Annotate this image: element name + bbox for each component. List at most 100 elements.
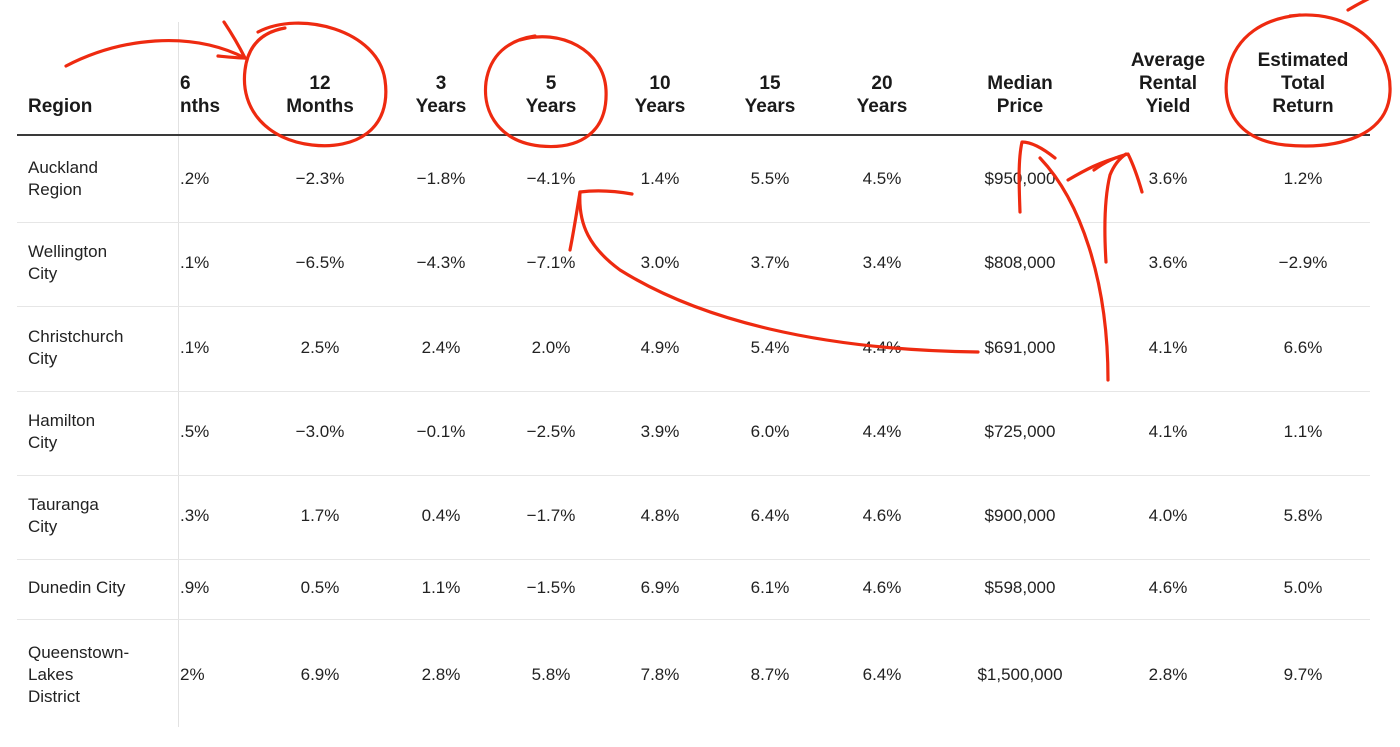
cell-region: Hamilton City	[28, 411, 96, 452]
cell-m6: .1%	[180, 253, 210, 272]
row-divider	[17, 619, 1370, 620]
column-header-y3: 3 Years	[415, 73, 467, 117]
cell-y3: 2.4%	[421, 337, 461, 357]
cell-m6: .3%	[180, 506, 210, 525]
cell-m12: −6.5%	[295, 253, 345, 272]
cell-y3: −0.1%	[416, 422, 466, 441]
cell-region: Dunedin City	[28, 578, 126, 597]
header-divider	[17, 134, 1370, 136]
cell-total: 1.1%	[1283, 422, 1323, 441]
cell-region: Auckland Region	[28, 158, 98, 199]
cell-y5: −4.1%	[526, 169, 576, 188]
cell-yield: 2.8%	[1148, 665, 1188, 684]
row-divider	[17, 391, 1370, 392]
cell-y5: −1.5%	[526, 578, 576, 597]
arrow-to-5-years-head	[568, 189, 634, 252]
cell-y10: 4.9%	[640, 337, 680, 357]
cell-y20: 4.6%	[862, 578, 902, 597]
cell-region: Wellington City	[28, 242, 108, 283]
cell-y3: 0.4%	[421, 506, 461, 525]
cell-total: 5.0%	[1283, 578, 1323, 597]
cell-y3: 1.1%	[421, 578, 461, 597]
cell-yield: 4.1%	[1148, 337, 1188, 357]
cell-y20: 4.6%	[862, 506, 902, 525]
column-header-median: Median Price	[987, 73, 1053, 117]
row-divider	[17, 559, 1370, 560]
cell-median: $598,000	[984, 578, 1056, 597]
column-header-y10: 10 Years	[634, 73, 686, 117]
cell-y5: −2.5%	[526, 422, 576, 441]
cell-y15: 6.1%	[750, 578, 790, 597]
column-header-y5: 5 Years	[525, 73, 577, 117]
column-header-m12: 12 Months	[286, 73, 354, 117]
cell-median: $808,000	[984, 253, 1056, 272]
cell-region: Queenstown- Lakes District	[28, 643, 130, 706]
cell-y5: 2.0%	[531, 337, 571, 357]
column-header-total: Estimated Total Return	[1257, 50, 1349, 117]
cell-y10: 6.9%	[640, 578, 680, 597]
cell-m12: 1.7%	[300, 506, 340, 525]
cell-median: $900,000	[984, 506, 1056, 525]
cell-y10: 4.8%	[640, 506, 680, 525]
cell-y20: 4.4%	[862, 422, 902, 441]
cell-y10: 3.9%	[640, 422, 680, 441]
cell-y5: −1.7%	[526, 506, 576, 525]
cell-total: 9.7%	[1283, 665, 1323, 684]
row-divider	[17, 222, 1370, 223]
cell-m6: .1%	[180, 337, 210, 357]
cell-y20: 6.4%	[862, 665, 902, 684]
cell-y3: 2.8%	[421, 665, 461, 684]
cell-total: −2.9%	[1278, 253, 1328, 272]
cell-median: $691,000	[984, 337, 1056, 357]
cell-y5: −7.1%	[526, 253, 576, 272]
cell-y15: 3.7%	[750, 253, 790, 272]
cell-m12: 0.5%	[300, 578, 340, 597]
cell-m12: −2.3%	[295, 169, 345, 188]
row-divider	[17, 306, 1370, 307]
column-header-m6: 6 nths	[180, 73, 221, 117]
arrow-to-12-months	[64, 38, 247, 68]
cell-y3: −1.8%	[416, 169, 466, 188]
cell-y10: 3.0%	[640, 253, 680, 272]
cell-m12: −3.0%	[295, 422, 345, 441]
arrow-to-12-months-head-top	[222, 20, 247, 60]
cell-y3: −4.3%	[416, 253, 466, 272]
column-header-region: Region	[28, 96, 93, 117]
cell-y20: 4.4%	[862, 337, 902, 357]
cell-median: $950,000	[984, 169, 1056, 188]
cell-y10: 7.8%	[640, 665, 680, 684]
circle-tail	[1346, 0, 1370, 12]
cell-m6: .9%	[180, 578, 210, 597]
cell-y15: 5.4%	[750, 337, 790, 357]
cell-y15: 6.0%	[750, 422, 790, 441]
cell-y5: 5.8%	[531, 665, 571, 684]
row-divider	[17, 475, 1370, 476]
cell-m6: 2%	[180, 665, 205, 684]
column-header-yield: Average Rental Yield	[1130, 50, 1206, 117]
cell-y20: 4.5%	[862, 169, 902, 188]
cell-m12: 6.9%	[300, 665, 340, 684]
cell-m6: .5%	[180, 422, 210, 441]
cell-median: $725,000	[984, 422, 1056, 441]
cell-region: Christchurch City	[28, 326, 124, 368]
cell-y15: 8.7%	[750, 665, 790, 684]
column-header-y20: 20 Years	[856, 73, 908, 117]
cell-m12: 2.5%	[300, 337, 340, 357]
cell-y15: 5.5%	[750, 169, 790, 188]
cell-total: 5.8%	[1283, 506, 1323, 525]
cell-yield: 3.6%	[1148, 169, 1188, 188]
cell-y20: 3.4%	[862, 253, 902, 272]
cell-region: Tauranga City	[28, 495, 99, 536]
column-header-y15: 15 Years	[744, 73, 796, 117]
cell-y10: 1.4%	[640, 169, 680, 188]
cell-yield: 4.1%	[1148, 422, 1188, 441]
cell-yield: 4.0%	[1148, 506, 1188, 525]
cell-total: 1.2%	[1283, 169, 1323, 188]
cell-yield: 4.6%	[1148, 578, 1188, 597]
cell-m6: .2%	[180, 169, 210, 188]
cell-median: $1,500,000	[977, 665, 1063, 684]
table-left-border	[178, 22, 179, 727]
cell-total: 6.6%	[1283, 337, 1323, 357]
cell-yield: 3.6%	[1148, 253, 1188, 272]
